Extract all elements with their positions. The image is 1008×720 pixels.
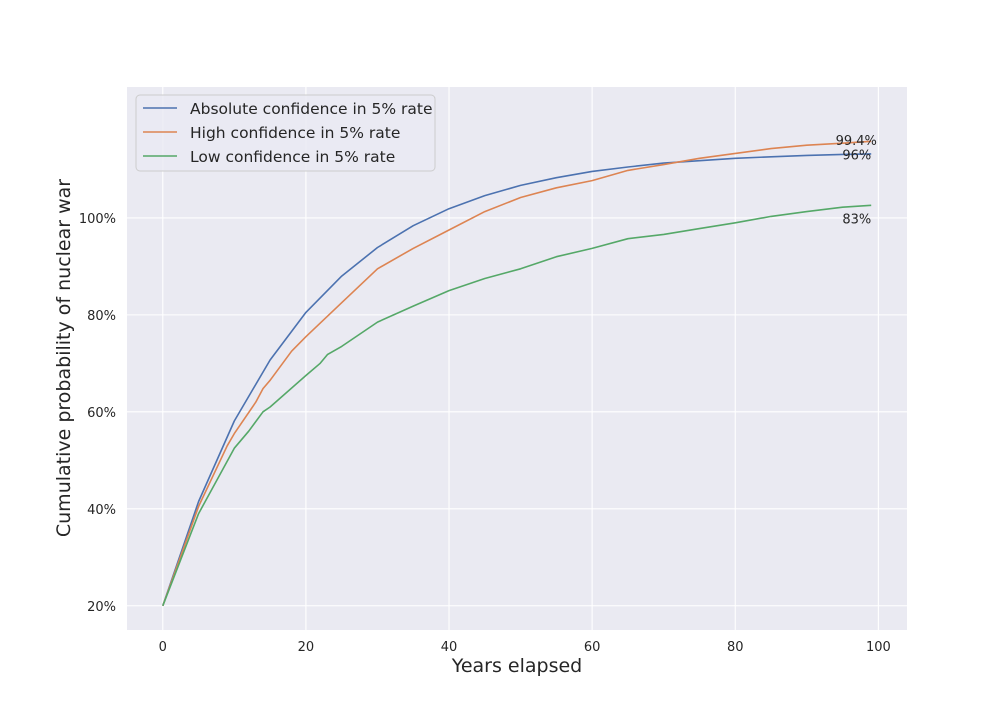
x-axis-ticks: 0 20 40 60 80 100 xyxy=(159,640,891,655)
legend-label: Low confidence in 5% rate xyxy=(190,148,395,166)
legend-items: Absolute confidence in 5% rate High confi… xyxy=(143,100,433,166)
y-tick-label: 60% xyxy=(87,406,116,421)
series-lines xyxy=(162,140,872,607)
x-tick-label: 20 xyxy=(298,640,315,655)
x-tick-label: 40 xyxy=(441,640,458,655)
y-tick-label: 100% xyxy=(79,212,116,227)
series-line-0 xyxy=(162,153,872,607)
legend-box xyxy=(135,94,436,172)
x-tick-label: 80 xyxy=(727,640,744,655)
legend: Absolute confidence in 5% rate High confi… xyxy=(135,94,436,172)
series-line-2 xyxy=(162,204,872,607)
legend-label: High confidence in 5% rate xyxy=(190,124,400,142)
series-line-1 xyxy=(162,140,872,607)
legend-label: Absolute confidence in 5% rate xyxy=(190,100,433,118)
plot-background xyxy=(127,87,907,630)
y-axis-ticks: 20% 40% 60% 80% 100% xyxy=(79,212,116,615)
end-label: 83% xyxy=(842,212,871,227)
x-tick-label: 60 xyxy=(584,640,601,655)
end-label: 99.4% xyxy=(836,134,877,149)
x-tick-label: 0 xyxy=(159,640,167,655)
y-tick-label: 40% xyxy=(87,503,116,518)
y-tick-label: 80% xyxy=(87,309,116,324)
x-axis-title: Years elapsed xyxy=(451,655,583,677)
end-label: 96% xyxy=(842,148,871,163)
end-labels: 99.4%96% 83% xyxy=(836,134,877,227)
y-axis-title: Cumulative probability of nuclear war xyxy=(53,179,75,537)
x-tick-label: 100 xyxy=(866,640,891,655)
y-tick-label: 20% xyxy=(87,600,116,615)
gridlines xyxy=(127,87,907,630)
